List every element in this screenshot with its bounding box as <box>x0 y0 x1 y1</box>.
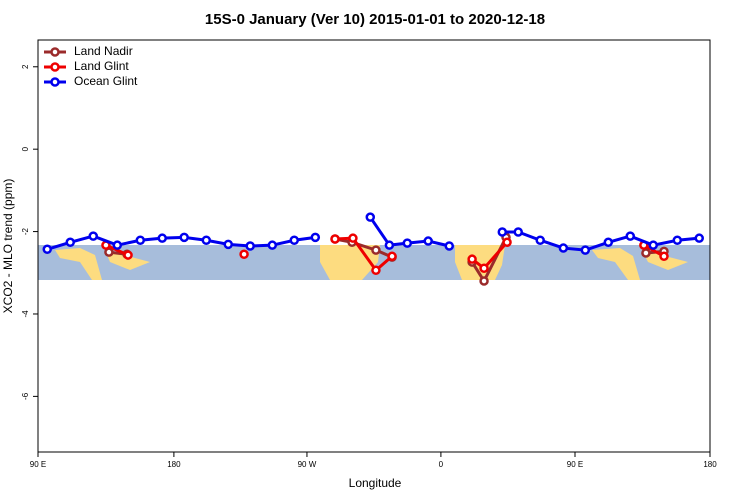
point <box>135 235 146 245</box>
point <box>513 227 524 237</box>
y-tick-label: 2 <box>21 64 30 69</box>
legend-marker <box>50 62 60 72</box>
point <box>371 265 381 276</box>
series-line <box>105 236 665 273</box>
point <box>479 276 489 286</box>
point <box>112 240 123 250</box>
point <box>310 232 321 243</box>
point <box>267 240 278 250</box>
point <box>223 239 234 250</box>
x-tick-label: 90 E <box>567 460 583 469</box>
point <box>179 232 189 243</box>
legend-marker <box>50 77 60 87</box>
point <box>387 251 397 262</box>
point <box>467 254 477 264</box>
point <box>423 236 433 246</box>
legend-label: Land Glint <box>74 59 129 73</box>
x-tick-label: 180 <box>703 460 717 469</box>
y-tick-label: -2 <box>21 227 30 235</box>
point <box>365 212 376 222</box>
point <box>444 241 455 251</box>
point <box>497 227 508 237</box>
point <box>479 263 489 273</box>
point <box>157 233 167 243</box>
plot-frame <box>37 39 711 453</box>
point <box>402 238 413 248</box>
point <box>245 241 255 251</box>
point <box>535 235 545 245</box>
y-tick-label: -4 <box>21 310 30 318</box>
land <box>455 245 505 280</box>
series-line <box>108 236 665 285</box>
point <box>603 237 614 248</box>
point <box>502 237 512 248</box>
point <box>201 235 212 245</box>
legend-label: Ocean Glint <box>74 74 138 88</box>
point <box>625 231 636 241</box>
point <box>289 235 300 245</box>
legend-label: Land Nadir <box>74 44 133 58</box>
point <box>239 249 249 259</box>
y-tick-label: -6 <box>21 392 30 400</box>
chart-title: 15S-0 January (Ver 10) 2015-01-01 to 202… <box>205 11 545 28</box>
point <box>672 235 683 245</box>
point <box>641 248 651 258</box>
point <box>348 233 358 243</box>
point <box>558 243 569 253</box>
x-tick-label: 90 W <box>298 460 317 469</box>
x-tick-label: 90 E <box>30 460 46 469</box>
y-axis-label: XCO2 - MLO trend (ppm) <box>1 179 15 314</box>
point <box>371 245 381 255</box>
legend-marker <box>50 47 60 57</box>
point <box>580 245 591 255</box>
x-tick-label: 0 <box>439 460 444 469</box>
x-axis-label: Longitude <box>349 476 402 490</box>
y-tick-label: 0 <box>21 146 30 151</box>
point <box>88 231 99 241</box>
point <box>123 250 133 260</box>
x-tick-label: 180 <box>167 460 181 469</box>
point <box>659 251 669 262</box>
point <box>384 240 395 250</box>
point <box>694 233 704 243</box>
point <box>42 244 53 255</box>
point <box>648 240 659 250</box>
point <box>330 234 340 244</box>
point <box>65 237 76 248</box>
